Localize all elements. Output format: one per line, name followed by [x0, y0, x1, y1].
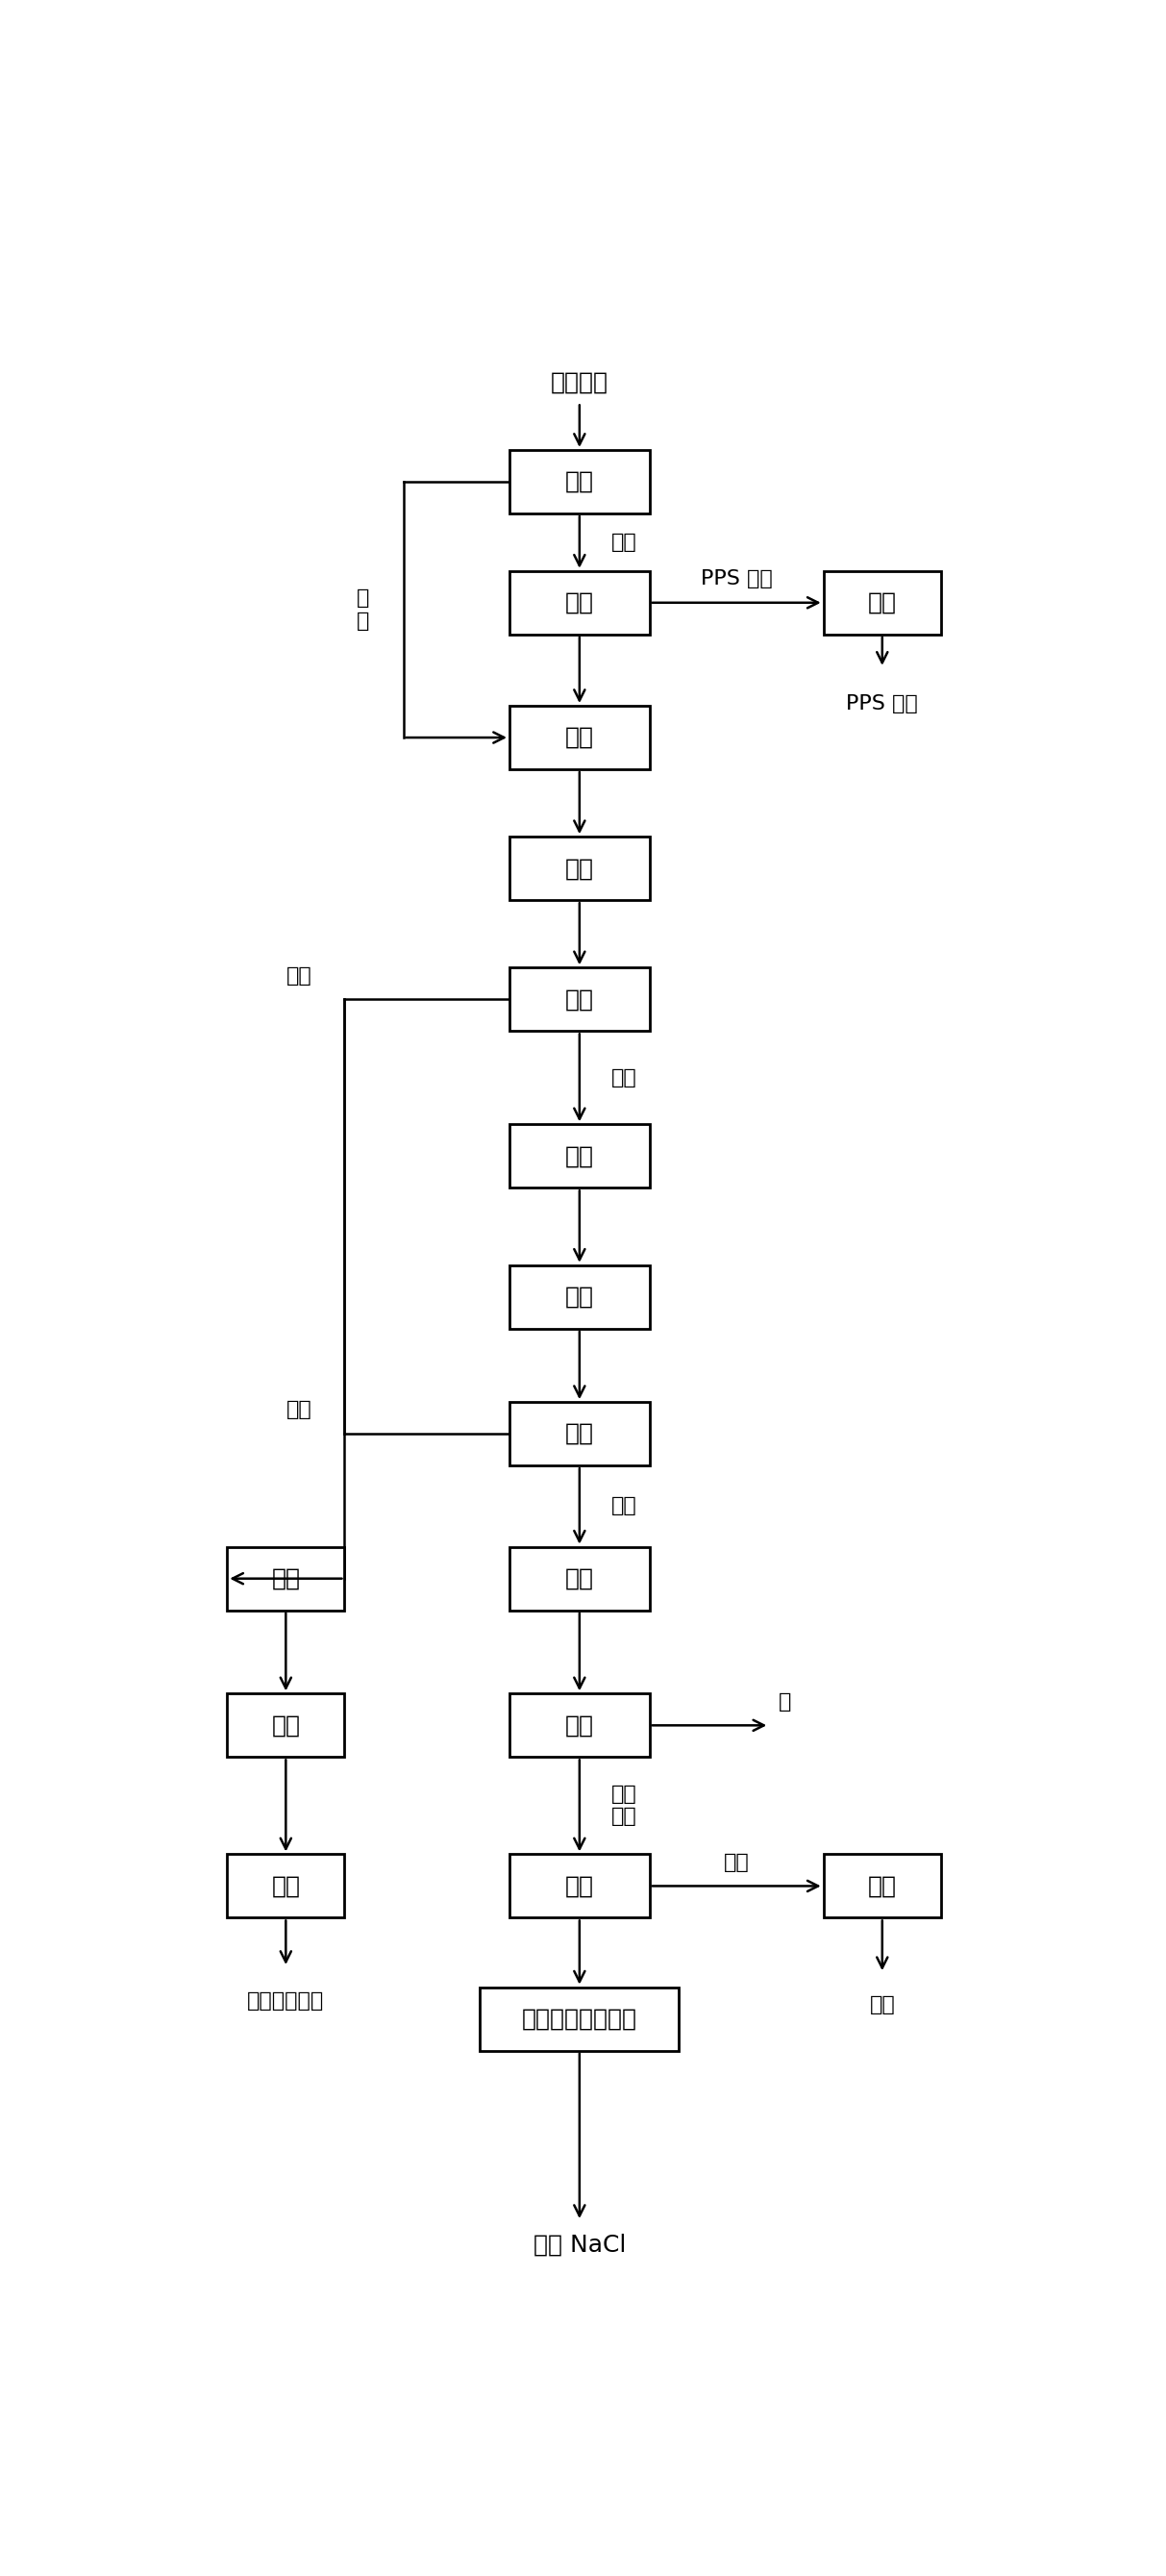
Text: 过滤: 过滤 — [566, 1422, 593, 1445]
Text: 滤液: 滤液 — [611, 1069, 637, 1087]
Text: 滤
液: 滤 液 — [356, 590, 370, 631]
Text: 酸化: 酸化 — [566, 1144, 593, 1167]
Bar — [510, 1546, 649, 1610]
Bar — [510, 1265, 649, 1329]
Text: 滤液: 滤液 — [611, 1497, 637, 1515]
Bar — [227, 1855, 345, 1917]
Text: 过滤: 过滤 — [566, 987, 593, 1010]
Bar — [510, 1123, 649, 1188]
Text: 洗洤、脱水、干燥: 洗洤、脱水、干燥 — [522, 2007, 637, 2030]
Text: 洗洤: 洗洤 — [272, 1713, 300, 1736]
Text: 中和: 中和 — [566, 1566, 593, 1589]
Text: 水: 水 — [779, 1692, 792, 1710]
Text: 滤饼: 滤饼 — [611, 533, 637, 551]
Text: 混合料浆: 混合料浆 — [550, 371, 609, 394]
Bar — [510, 1855, 649, 1917]
Bar — [510, 969, 649, 1030]
Text: 过滤: 过滤 — [566, 471, 593, 492]
Bar — [510, 572, 649, 634]
Bar — [510, 706, 649, 770]
Text: 精馏: 精馏 — [566, 1713, 593, 1736]
Bar — [227, 1546, 345, 1610]
Text: 干燥: 干燥 — [272, 1875, 300, 1899]
Text: 溶剂: 溶剂 — [870, 1996, 895, 2014]
Text: 塔釜
产物: 塔釜 产物 — [611, 1785, 637, 1826]
Bar — [510, 1692, 649, 1757]
Text: 洗洤: 洗洤 — [566, 590, 593, 613]
Text: 干燥: 干燥 — [868, 590, 897, 613]
Text: 蒸发: 蒸发 — [868, 1875, 897, 1899]
Bar — [823, 1855, 941, 1917]
Text: PPS 成品: PPS 成品 — [847, 693, 918, 714]
Bar — [823, 572, 941, 634]
Text: 过滤: 过滤 — [566, 1875, 593, 1899]
Text: 混合: 混合 — [566, 726, 593, 750]
Bar — [480, 1986, 679, 2050]
Text: 副产 NaCl: 副产 NaCl — [533, 2233, 626, 2257]
Bar — [510, 1401, 649, 1466]
Text: PPS 湿料: PPS 湿料 — [701, 569, 772, 587]
Text: 低分子聚合物: 低分子聚合物 — [247, 1991, 324, 2012]
Text: 滤饼: 滤饼 — [287, 1401, 312, 1419]
Bar — [510, 837, 649, 899]
Text: 曝气: 曝气 — [566, 1285, 593, 1309]
Bar — [510, 451, 649, 513]
Text: 滤液: 滤液 — [724, 1852, 750, 1873]
Text: 混合: 混合 — [272, 1566, 300, 1589]
Bar — [227, 1692, 345, 1757]
Text: 沉降: 沉降 — [566, 858, 593, 881]
Text: 滤饼: 滤饼 — [287, 966, 312, 984]
